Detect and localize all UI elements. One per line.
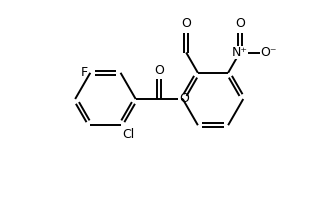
Text: O⁻: O⁻ <box>261 46 277 59</box>
Text: O: O <box>154 64 164 77</box>
Text: O: O <box>235 17 245 30</box>
Text: N⁺: N⁺ <box>232 46 248 59</box>
Text: Cl: Cl <box>123 128 135 141</box>
Text: O: O <box>179 92 189 106</box>
Text: F: F <box>81 66 88 79</box>
Text: O: O <box>181 17 191 30</box>
